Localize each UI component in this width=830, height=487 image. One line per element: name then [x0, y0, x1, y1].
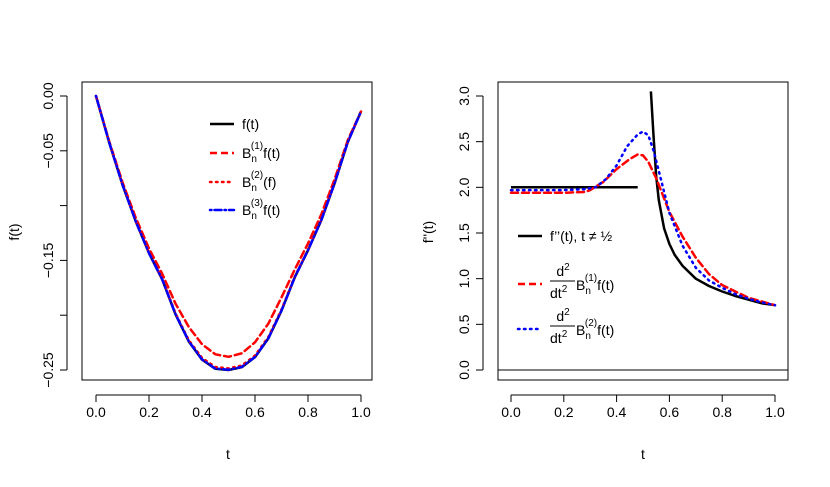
legend-entry-f: f(t): [210, 116, 259, 132]
legend-den-d2bn1: dt2: [550, 284, 568, 301]
legend-den-d2bn2: dt2: [550, 329, 568, 346]
left-y-tick-label: 0.00: [40, 82, 56, 109]
legend-entry-bn1: Bn(1)f(t): [210, 141, 280, 165]
legend-entry-bn2: Bn(2)(f): [208, 170, 276, 194]
legend-entry-d2bn1: d2 dt2 Bn(1)f(t): [518, 262, 614, 301]
left-legend: f(t) Bn(1)f(t) Bn(2)(f) Bn(3)f(t): [208, 116, 280, 222]
right-y-axis: 0.0 0.5 1.0 1.5 2.0 2.5 3.0: [456, 86, 484, 380]
left-x-tick-label: 0.2: [139, 404, 159, 420]
right-series-group: [498, 91, 788, 371]
right-y-axis-label: f''(t): [420, 221, 436, 243]
right-plot-panel: 0.0 0.2 0.4 0.6 0.8 1.0 0.0 0.5 1.0 1.5 2.0 2.5 3.0…: [420, 81, 789, 462]
legend-label-bn3: Bn(3)f(t): [242, 198, 280, 222]
legend-entry-d2bn2: d2 dt2 Bn(2)f(t): [516, 307, 614, 346]
legend-label-f: f(t): [242, 116, 259, 132]
right-plot-box: [497, 81, 789, 381]
legend-label-d2bn1: Bn(1)f(t): [576, 273, 614, 297]
right-y-tick-label: 2.5: [456, 132, 472, 152]
right-x-axis-label: t: [641, 446, 645, 462]
left-x-tick-label: 0.6: [245, 404, 265, 420]
right-x-tick-label: 0.0: [501, 404, 521, 420]
left-y-tick-label: −0.25: [40, 352, 56, 388]
right-y-tick-label: 1.0: [456, 269, 472, 289]
right-y-tick-label: 0.5: [456, 314, 472, 334]
right-x-tick-label: 0.8: [712, 404, 732, 420]
left-series-line-2: [94, 94, 363, 370]
right-y-tick-label: 2.0: [456, 177, 472, 197]
legend-label-fpp: f’’(t), t ≠ ½: [550, 228, 612, 244]
left-series-line-0: [94, 95, 363, 372]
left-x-tick-label: 0.0: [86, 404, 106, 420]
right-series-line-2: [509, 130, 777, 307]
left-x-tick-label: 0.8: [298, 404, 318, 420]
legend-label-bn2: Bn(2)(f): [242, 170, 276, 194]
legend-num-d2bn1: d2: [556, 262, 570, 279]
left-x-tick-label: 1.0: [351, 404, 371, 420]
right-series-line-0-seg-1: [649, 91, 776, 307]
legend-entry-fpp: f’’(t), t ≠ ½: [518, 228, 612, 244]
left-y-tick-label: −0.05: [40, 133, 56, 169]
right-y-tick-label: 3.0: [456, 86, 472, 106]
legend-label-d2bn2: Bn(2)f(t): [576, 318, 614, 342]
right-series-line-1: [509, 153, 777, 307]
right-x-axis: 0.0 0.2 0.4 0.6 0.8 1.0: [501, 394, 785, 420]
left-x-axis: 0.0 0.2 0.4 0.6 0.8 1.0: [86, 394, 371, 420]
left-y-axis: 0.00 −0.05 −0.15 −0.25: [40, 82, 68, 388]
left-series-group: [94, 94, 363, 372]
right-y-tick-label: 1.5: [456, 223, 472, 243]
legend-label-bn1: Bn(1)f(t): [242, 141, 280, 165]
right-x-tick-label: 0.4: [607, 404, 627, 420]
left-x-tick-label: 0.4: [192, 404, 212, 420]
legend-entry-bn3: Bn(3)f(t): [208, 198, 280, 222]
right-legend: f’’(t), t ≠ ½ d2 dt2 Bn(1)f(t) d2 dt2 Bn…: [516, 228, 614, 346]
right-x-tick-label: 1.0: [765, 404, 785, 420]
left-plot-panel: 0.0 0.2 0.4 0.6 0.8 1.0 0.00 −0.05 −0.15 −0.25 t…: [6, 81, 373, 462]
right-y-tick-label: 0.0: [456, 360, 472, 380]
right-x-tick-label: 0.6: [660, 404, 680, 420]
left-plot-box: [81, 81, 373, 381]
left-x-axis-label: t: [226, 446, 230, 462]
left-y-tick-label: −0.15: [40, 242, 56, 278]
left-series-line-3: [94, 94, 363, 372]
left-series-line-1: [94, 94, 363, 359]
legend-num-d2bn2: d2: [556, 307, 570, 324]
right-x-tick-label: 0.2: [554, 404, 574, 420]
left-y-axis-label: f(t): [6, 223, 22, 240]
